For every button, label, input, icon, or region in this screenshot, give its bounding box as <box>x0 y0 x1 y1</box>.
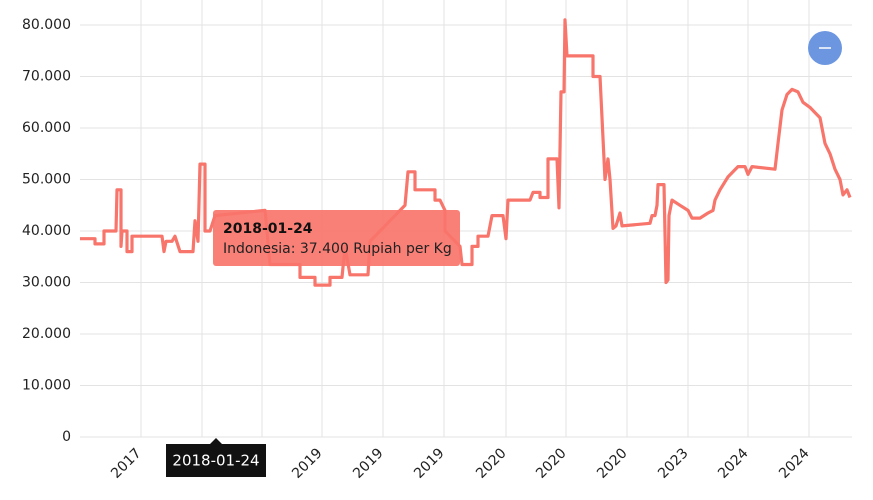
crosshair-text: 2018-01-24 <box>172 452 259 470</box>
x-tick-label: 2020 <box>473 445 510 482</box>
collapse-button[interactable] <box>808 31 842 65</box>
x-tick-label: 2024 <box>776 445 813 482</box>
y-tick-label: 50.000 <box>22 172 71 188</box>
crosshair-label: 2018-01-24 <box>166 438 266 477</box>
y-tick-label: 70.000 <box>22 69 71 85</box>
plot <box>80 18 852 287</box>
x-tick-label: 2019 <box>350 445 387 482</box>
x-tick-label: 2024 <box>715 445 752 482</box>
crosshair-box <box>166 438 266 477</box>
y-tick-label: 30.000 <box>22 275 71 291</box>
x-tick-label: 2019 <box>411 445 448 482</box>
x-tick-label: 2019 <box>289 445 326 482</box>
x-tick-label: 2020 <box>594 445 631 482</box>
tooltip-box <box>213 210 460 266</box>
tooltip-text: Indonesia: 37.400 Rupiah per Kg <box>223 241 452 257</box>
y-tick-label: 80.000 <box>22 17 71 33</box>
tooltip-date: 2018-01-24 <box>223 221 313 237</box>
y-tick-label: 60.000 <box>22 120 71 136</box>
y-tick-label: 40.000 <box>22 223 71 239</box>
y-tick-label: 10.000 <box>22 378 71 394</box>
y-tick-label: 0 <box>62 429 71 445</box>
x-tick-label: 2017 <box>108 445 145 482</box>
tooltip: 2018-01-24 Indonesia: 37.400 Rupiah per … <box>213 210 460 266</box>
data-line <box>80 18 852 287</box>
x-tick-label: 2023 <box>655 445 692 482</box>
x-tick-label: 2020 <box>533 445 570 482</box>
y-tick-label: 20.000 <box>22 326 71 342</box>
